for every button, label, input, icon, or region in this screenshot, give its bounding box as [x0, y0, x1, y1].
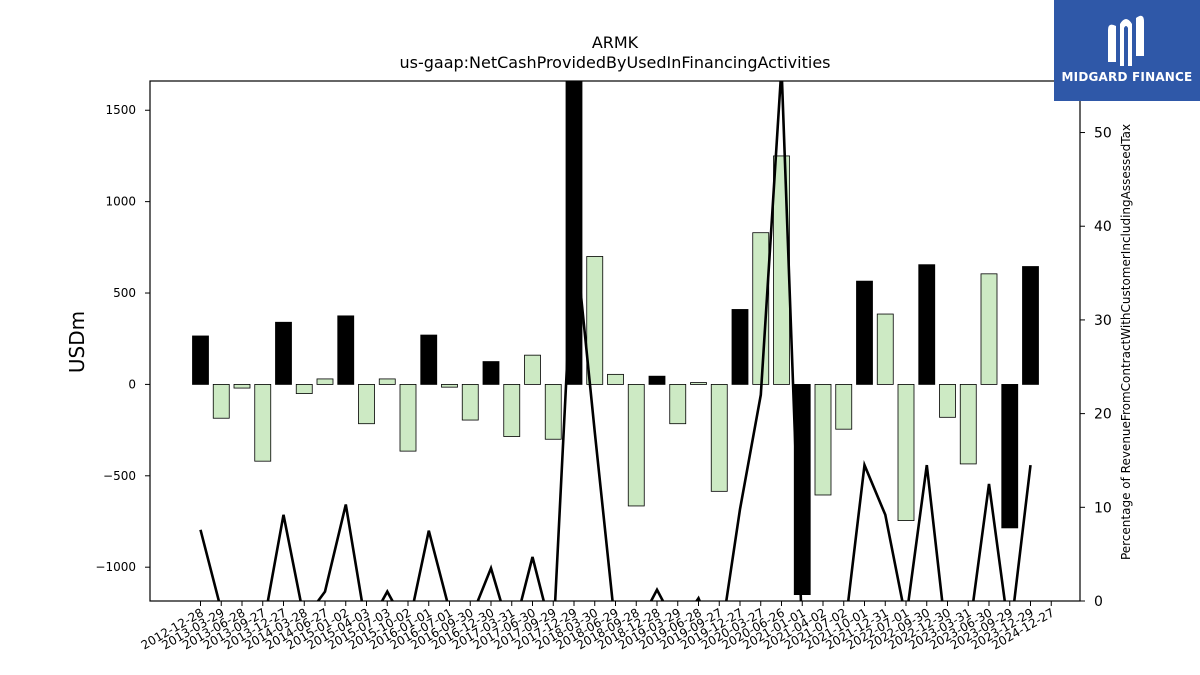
bar-2019-09-27 [710, 384, 728, 492]
y-tick-label: 0 [128, 377, 136, 391]
y2-tick-label: 30 [1094, 313, 1112, 329]
bar-2018-12-28 [648, 375, 666, 385]
bar-2021-12-31 [876, 313, 894, 385]
y-tick-label: −500 [103, 469, 136, 483]
y2-tick-label: 10 [1094, 500, 1112, 516]
bar-2016-07-01 [441, 384, 458, 388]
y-axis-label: USDm [65, 311, 89, 373]
bar-2019-12-27 [731, 309, 749, 385]
bar-2018-03-30 [586, 256, 604, 385]
bar-2018-09-28 [627, 384, 645, 507]
y2-tick-label: 0 [1094, 594, 1103, 610]
bars-layer [192, 81, 1039, 596]
y2-tick-label: 20 [1094, 407, 1112, 423]
y-tick-label: −1000 [95, 560, 136, 574]
line-layer [199, 81, 1032, 601]
bar-2017-09-29 [544, 384, 562, 440]
bar-2021-07-02 [835, 384, 853, 430]
y-tick-label: 500 [113, 286, 136, 300]
bar-2023-12-29 [1022, 266, 1039, 385]
chart-subtitle: us-gaap:NetCashProvidedByUsedInFinancing… [399, 53, 830, 72]
logo-text: MIDGARD FINANCE [1061, 70, 1193, 84]
bar-2012-12-28 [192, 335, 209, 385]
bar-2015-07-03 [378, 378, 396, 385]
bar-2019-06-28 [690, 382, 707, 385]
bar-2014-06-27 [316, 378, 334, 385]
bar-2021-04-02 [814, 384, 832, 496]
y2-tick-label: 40 [1094, 219, 1112, 235]
bar-2022-12-30 [939, 384, 956, 418]
bar-2015-10-02 [399, 384, 417, 452]
chart-title: ARMK [592, 33, 639, 52]
percentage-line [199, 81, 1032, 601]
bar-2015-04-03 [358, 384, 375, 425]
axes-layer: −1000−500050010001500010203040502012-12-… [95, 80, 1112, 652]
bar-2015-01-02 [337, 315, 355, 385]
y2-tick-label: 50 [1094, 126, 1112, 142]
y-tick-label: 1500 [105, 103, 136, 117]
bar-2018-06-29 [607, 373, 624, 385]
bar-2013-06-28 [233, 384, 251, 389]
y-tick-label: 1000 [105, 195, 136, 209]
bar-2016-12-30 [482, 361, 500, 385]
bar-2023-09-29 [1001, 384, 1019, 529]
bar-2017-03-31 [503, 384, 521, 437]
bar-2016-09-30 [461, 384, 479, 421]
bar-2022-07-01 [897, 384, 915, 521]
bar-2019-03-29 [669, 384, 687, 425]
bar-2023-03-31 [959, 384, 977, 465]
bar-2016-01-01 [420, 334, 438, 385]
bar-2017-06-30 [524, 354, 541, 385]
bar-2022-09-30 [918, 264, 936, 385]
bar-2023-06-30 [980, 273, 998, 385]
bar-2021-10-01 [856, 280, 873, 385]
brand-logo: MIDGARD FINANCE [1054, 0, 1200, 101]
y2-axis-label: Percentage of RevenueFromContractWithCus… [1119, 124, 1133, 560]
bar-2013-09-27 [254, 384, 272, 462]
logo-mark-icon [1108, 15, 1144, 66]
bar-2013-03-29 [212, 384, 230, 419]
bar-2014-03-28 [295, 384, 313, 394]
bar-2013-12-27 [275, 321, 292, 385]
